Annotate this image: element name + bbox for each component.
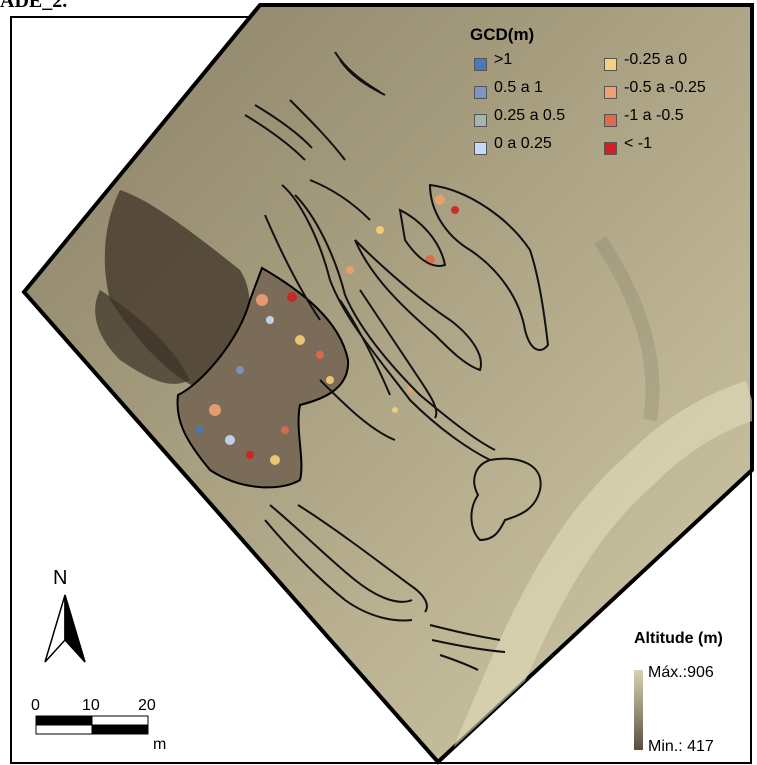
north-label: N [53, 567, 68, 589]
legend-label-0-to-0-25: 0 a 0.25 [494, 135, 552, 152]
legend-swatch-lt-neg-1 [604, 142, 617, 155]
gcd-legend-title: GCD(m) [470, 25, 535, 44]
scale-tick-10: 10 [82, 697, 100, 714]
valley-channel [451, 380, 752, 762]
legend-label-lt-neg-1: < -1 [624, 135, 653, 152]
altitude-color-ramp [634, 670, 643, 750]
legend-swatch-neg-0-5-to-neg-0-25 [604, 86, 617, 99]
legend-swatch-gt-1 [474, 58, 487, 71]
altitude-max-label: Máx.:906 [648, 664, 714, 681]
gcd-change-speckles [196, 195, 459, 465]
legend-swatch-0-5-to-1 [474, 86, 487, 99]
legend-label-gt-1: >1 [494, 51, 513, 68]
scale-tick-20: 20 [138, 697, 156, 714]
legend-label-neg-1-to-neg-0-5: -1 a -0.5 [624, 107, 684, 124]
altitude-legend-title: Altitude (m) [634, 630, 723, 647]
legend-label-0-5-to-1: 0.5 a 1 [494, 79, 543, 96]
legend-label-0-25-to-0-5: 0.25 a 0.5 [494, 107, 566, 124]
gcd-zone-main [176, 266, 350, 489]
contour-polygons [244, 51, 550, 671]
legend-swatch-0-to-0-25 [474, 142, 487, 155]
legend-swatch-neg-1-to-neg-0-5 [604, 114, 617, 127]
dark-slope-shading-2 [95, 290, 190, 384]
valley-ridge [594, 236, 660, 422]
legend-label-neg-0-5-to-neg-0-25: -0.5 a -0.25 [624, 79, 706, 96]
legend-swatch-neg-0-25-to-0 [604, 58, 617, 71]
legend-swatch-0-25-to-0-5 [474, 114, 487, 127]
altitude-min-label: Min.: 417 [648, 738, 714, 755]
map-title-fragment: ADE_2. [0, 0, 68, 12]
scale-unit: m [153, 736, 167, 753]
north-arrow-icon [44, 594, 86, 663]
scale-bar [35, 715, 149, 735]
scale-tick-0: 0 [31, 697, 40, 714]
legend-label-neg-0-25-to-0: -0.25 a 0 [624, 51, 688, 68]
